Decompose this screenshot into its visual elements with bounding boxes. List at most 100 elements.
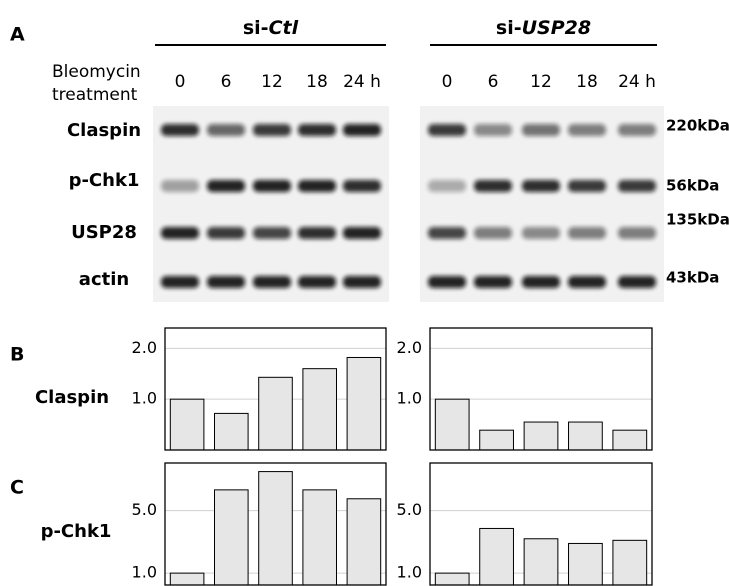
group-prefix: si- (243, 17, 269, 39)
bar (302, 489, 337, 586)
blot-band (618, 227, 656, 239)
blot-background (420, 106, 664, 302)
bar (434, 572, 470, 586)
y-tick-label: 1.0 (132, 389, 157, 408)
time-point: 12 (530, 72, 552, 92)
bar (568, 421, 603, 451)
bar (434, 398, 470, 451)
blot-band (568, 276, 606, 288)
blot-band (474, 227, 512, 239)
y-tick-label: 5.0 (397, 500, 422, 519)
y-tick-label: 2.0 (397, 338, 422, 357)
blot-band (207, 227, 245, 239)
treatment-label: treatment (52, 85, 138, 105)
bar (169, 398, 205, 451)
blot-band (343, 124, 381, 136)
blot-band (207, 180, 245, 192)
bar (479, 527, 514, 586)
plot-frame (164, 327, 387, 451)
bar (258, 376, 293, 451)
y-tick-label: 2.0 (132, 338, 157, 357)
blot-band (522, 227, 560, 239)
blot-band (428, 276, 466, 288)
blot-band (618, 276, 656, 288)
plot-frame (429, 327, 653, 451)
bar (258, 471, 293, 586)
blot-band (253, 227, 291, 239)
blot-band (568, 124, 606, 136)
blot-band (298, 227, 336, 239)
bar (302, 368, 337, 451)
bar (214, 489, 249, 586)
bar (612, 539, 648, 586)
bar (346, 356, 382, 451)
time-point: 0 (175, 72, 186, 92)
row-label: USP28 (71, 222, 137, 243)
time-point: 18 (576, 72, 598, 92)
time-point: 6 (221, 72, 232, 92)
y-tick-label: 1.0 (132, 563, 157, 582)
group-gene: USP28 (522, 17, 591, 39)
blot-band (522, 276, 560, 288)
panel-label: C (10, 477, 24, 499)
blot-band (298, 180, 336, 192)
y-tick-label: 1.0 (397, 389, 422, 408)
y-axis-label: Claspin (35, 387, 109, 408)
blot-band (253, 276, 291, 288)
time-point: 18 (306, 72, 328, 92)
time-point: 24 h (618, 72, 656, 92)
time-point: 6 (488, 72, 499, 92)
blot-band (522, 124, 560, 136)
blot-band (161, 180, 199, 192)
treatment-label: Bleomycin (52, 62, 141, 82)
panel-label: A (10, 24, 25, 46)
blot-band (298, 124, 336, 136)
blot-band (253, 180, 291, 192)
blot-band (161, 227, 199, 239)
plot-frame (164, 462, 387, 586)
y-tick-label: 1.0 (397, 563, 422, 582)
blot-band (428, 124, 466, 136)
group-gene: Ctl (269, 17, 299, 39)
blot-band (618, 180, 656, 192)
blot-band (207, 124, 245, 136)
row-label: actin (79, 269, 129, 290)
blot-band (568, 180, 606, 192)
blot-band (474, 124, 512, 136)
blot-band (343, 276, 381, 288)
bar (568, 542, 603, 586)
size-label: 135kDa (666, 211, 729, 229)
size-label: 220kDa (666, 117, 729, 135)
blot-band (161, 124, 199, 136)
bar (214, 412, 249, 451)
time-point: 0 (442, 72, 453, 92)
blot-band (343, 180, 381, 192)
blot-band (428, 180, 466, 192)
blot-band (568, 227, 606, 239)
blot-background (153, 106, 389, 302)
bar (169, 572, 205, 586)
blot-band (474, 180, 512, 192)
blot-band (343, 227, 381, 239)
group-prefix: si- (496, 17, 522, 39)
size-label: 43kDa (666, 269, 719, 287)
row-label: Claspin (67, 120, 141, 141)
group-label: si-USP28 (496, 17, 591, 39)
size-label: 56kDa (666, 177, 719, 195)
blot-band (428, 227, 466, 239)
bar (612, 429, 648, 451)
bar (479, 429, 514, 451)
time-point: 12 (261, 72, 283, 92)
bar (523, 421, 559, 451)
blot-band (474, 276, 512, 288)
row-label: p-Chk1 (69, 170, 140, 191)
time-point: 24 h (343, 72, 381, 92)
y-tick-label: 5.0 (132, 500, 157, 519)
bar (523, 538, 559, 586)
blot-band (253, 124, 291, 136)
blot-band (161, 276, 199, 288)
plot-frame (429, 462, 653, 586)
blot-band (522, 180, 560, 192)
bar (346, 498, 382, 586)
